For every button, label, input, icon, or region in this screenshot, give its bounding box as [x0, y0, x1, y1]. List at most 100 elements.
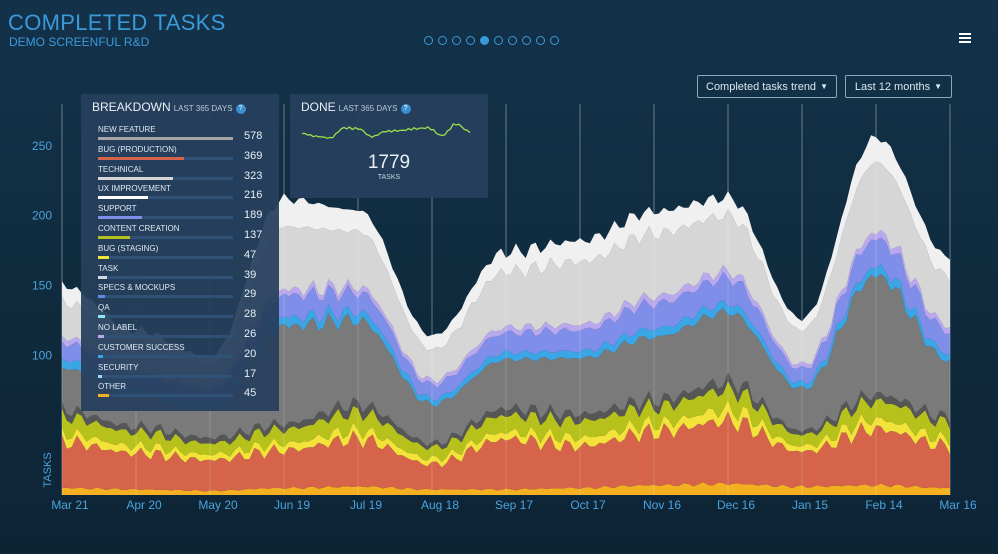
- breakdown-label: BUG (PRODUCTION): [98, 144, 177, 154]
- breakdown-value: 578: [244, 130, 263, 142]
- range-dropdown[interactable]: Last 12 months ▼: [845, 75, 952, 98]
- caret-down-icon: ▼: [934, 82, 943, 91]
- breakdown-value: 45: [244, 387, 257, 400]
- breakdown-label: SPECS & MOCKUPS: [98, 283, 176, 293]
- breakdown-title: BREAKDOWN LAST 365 DAYS?: [92, 100, 246, 114]
- area-new-feature: [62, 273, 950, 447]
- breakdown-row[interactable]: SECURITY 17: [98, 363, 256, 380]
- breakdown-value: 189: [244, 209, 263, 222]
- breakdown-row[interactable]: BUG (PRODUCTION) 369: [98, 144, 262, 162]
- breakdown-row[interactable]: UX IMPROVEMENT 216: [98, 184, 262, 201]
- breakdown-value: 29: [244, 288, 257, 301]
- page-dot[interactable]: [480, 36, 489, 45]
- breakdown-bar: [98, 374, 102, 378]
- metric-dropdown[interactable]: Completed tasks trend ▼: [697, 75, 837, 98]
- breakdown-value: 39: [244, 268, 257, 281]
- breakdown-bar-track: [98, 137, 233, 140]
- breakdown-panel: BREAKDOWN LAST 365 DAYS? NEW FEATURE 578 BU…: [81, 94, 279, 411]
- breakdown-value: 26: [244, 328, 257, 340]
- breakdown-label: SUPPORT: [98, 204, 137, 214]
- breakdown-row[interactable]: BUG (STAGING) 47: [98, 243, 256, 261]
- breakdown-bar-track: [98, 196, 233, 200]
- area-technical: [62, 161, 950, 388]
- breakdown-label: UX IMPROVEMENT: [98, 184, 171, 194]
- breakdown-row[interactable]: QA 28: [98, 303, 256, 320]
- page-pager: [424, 36, 559, 45]
- y-axis-label: TASKS: [42, 452, 54, 487]
- breakdown-bar: [98, 275, 108, 279]
- area-ux-improvement: [62, 135, 950, 366]
- breakdown-label: NO LABEL: [98, 323, 138, 332]
- page-dot[interactable]: [424, 36, 433, 45]
- breakdown-row[interactable]: SPECS & MOCKUPS 29: [98, 283, 256, 300]
- x-tick-label: May 20: [198, 498, 238, 512]
- x-tick-label: Mar 16: [939, 498, 977, 512]
- area-bug-staging-: [62, 399, 950, 468]
- breakdown-bar-track: [98, 176, 233, 180]
- breakdown-bar-track: [98, 255, 233, 259]
- help-icon[interactable]: ?: [235, 104, 246, 114]
- breakdown-bar: [98, 394, 109, 398]
- breakdown-value: 323: [244, 169, 263, 182]
- page-dot[interactable]: [466, 36, 475, 45]
- breakdown-row[interactable]: CUSTOMER SUCCESS 20: [98, 343, 256, 360]
- breakdown-label: QA: [98, 303, 110, 313]
- breakdown-bar-track: [98, 354, 233, 358]
- area-security: [62, 372, 950, 451]
- page-dot[interactable]: [438, 36, 447, 45]
- x-tick-label: Feb 14: [865, 498, 903, 512]
- page-dot[interactable]: [522, 36, 531, 45]
- breakdown-row[interactable]: NO LABEL 26: [98, 323, 256, 340]
- page-dot[interactable]: [550, 36, 559, 45]
- breakdown-bar-track: [98, 275, 233, 279]
- breakdown-bar-track: [98, 156, 233, 160]
- done-total: 1779: [367, 152, 411, 173]
- y-tick-label: 150: [32, 279, 52, 293]
- hamburger-menu-icon[interactable]: [959, 33, 971, 45]
- breakdown-label: TECHNICAL: [98, 164, 144, 174]
- caret-down-icon: ▼: [820, 82, 828, 91]
- page-dot[interactable]: [452, 36, 461, 45]
- breakdown-label: CONTENT CREATION: [98, 224, 180, 233]
- done-title-text: DONE: [301, 100, 336, 114]
- done-title: DONE LAST 365 DAYS?: [301, 100, 411, 114]
- y-tick-label: 250: [32, 139, 52, 153]
- area-support: [62, 237, 950, 405]
- breakdown-label: NEW FEATURE: [98, 125, 156, 134]
- breakdown-row[interactable]: TECHNICAL 323: [98, 164, 262, 182]
- breakdown-row[interactable]: SUPPORT 189: [98, 204, 262, 221]
- breakdown-bar-track: [98, 216, 233, 220]
- breakdown-label: TASK: [98, 263, 119, 273]
- metric-dropdown-label: Completed tasks trend: [706, 80, 817, 93]
- breakdown-bar: [98, 176, 174, 180]
- x-tick-label: Jan 15: [792, 498, 828, 512]
- x-tick-label: Mar 21: [51, 498, 89, 512]
- help-icon[interactable]: ?: [400, 104, 411, 114]
- breakdown-label: BUG (STAGING): [98, 243, 159, 253]
- breakdown-value: 216: [244, 189, 263, 202]
- x-tick-label: Jun 19: [274, 498, 310, 512]
- breakdown-bar: [98, 137, 233, 140]
- breakdown-label: OTHER: [98, 382, 126, 392]
- page-title: COMPLETED TASKS: [8, 10, 226, 35]
- area-other: [62, 482, 950, 495]
- breakdown-row[interactable]: NEW FEATURE 578: [98, 125, 262, 142]
- breakdown-value: 17: [244, 367, 257, 380]
- breakdown-title-text: BREAKDOWN: [92, 100, 171, 114]
- breakdown-bar-track: [98, 236, 233, 239]
- page-dot[interactable]: [508, 36, 517, 45]
- breakdown-subtitle: LAST 365 DAYS: [173, 104, 233, 113]
- done-sparkline-line: [301, 123, 471, 139]
- done-subtitle: LAST 365 DAYS: [338, 104, 398, 113]
- breakdown-value: 369: [244, 149, 263, 162]
- range-dropdown-label: Last 12 months: [854, 80, 931, 93]
- page-dot[interactable]: [536, 36, 545, 45]
- x-tick-label: Dec 16: [717, 498, 755, 512]
- breakdown-row[interactable]: CONTENT CREATION 137: [98, 224, 262, 241]
- y-tick-label: 200: [32, 209, 52, 223]
- breakdown-row[interactable]: TASK 39: [98, 263, 256, 281]
- breakdown-bar: [98, 216, 143, 220]
- breakdown-bar-track: [98, 315, 233, 319]
- breakdown-row[interactable]: OTHER 45: [98, 382, 256, 399]
- page-dot[interactable]: [494, 36, 503, 45]
